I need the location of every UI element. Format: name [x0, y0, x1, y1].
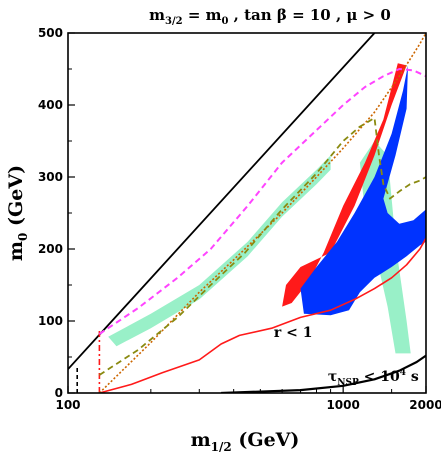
series-olive-dashed [98, 117, 426, 376]
annotation-tau-nsp: τNSP < 104 s [328, 368, 419, 388]
y-tick-label: 100 [38, 314, 63, 328]
series-orange-dotted [98, 33, 426, 393]
y-tick-label: 400 [38, 98, 63, 112]
y-axis-label: m0 (GeV) [5, 165, 30, 261]
series-layer [68, 33, 426, 393]
region-layer [108, 63, 426, 354]
series-black-diagonal [68, 33, 376, 370]
region-blue-region [300, 65, 426, 316]
x-tick-label: 1000 [326, 398, 359, 412]
series-red-line [99, 237, 426, 393]
annotation-r-less-1: r < 1 [274, 325, 313, 341]
y-tick-label: 300 [38, 170, 63, 184]
y-tick-label: 0 [55, 386, 63, 400]
x-axis-ticks: 100 1000 2000 [55, 386, 441, 412]
x-tick-label: 2000 [409, 398, 441, 412]
chart-title: m3/2 = m0 , tan β = 10 , μ > 0 [149, 6, 391, 27]
y-axis-ticks: 0 100 200 300 400 500 [38, 26, 75, 400]
x-axis-label: m1/2 (GeV) [191, 429, 300, 454]
y-tick-label: 500 [38, 26, 63, 40]
y-tick-label: 200 [38, 242, 63, 256]
region-red-region [282, 63, 407, 307]
region-mint-strip [108, 155, 331, 347]
x-tick-label: 100 [55, 398, 80, 412]
series-magenta-dashed [98, 68, 426, 335]
